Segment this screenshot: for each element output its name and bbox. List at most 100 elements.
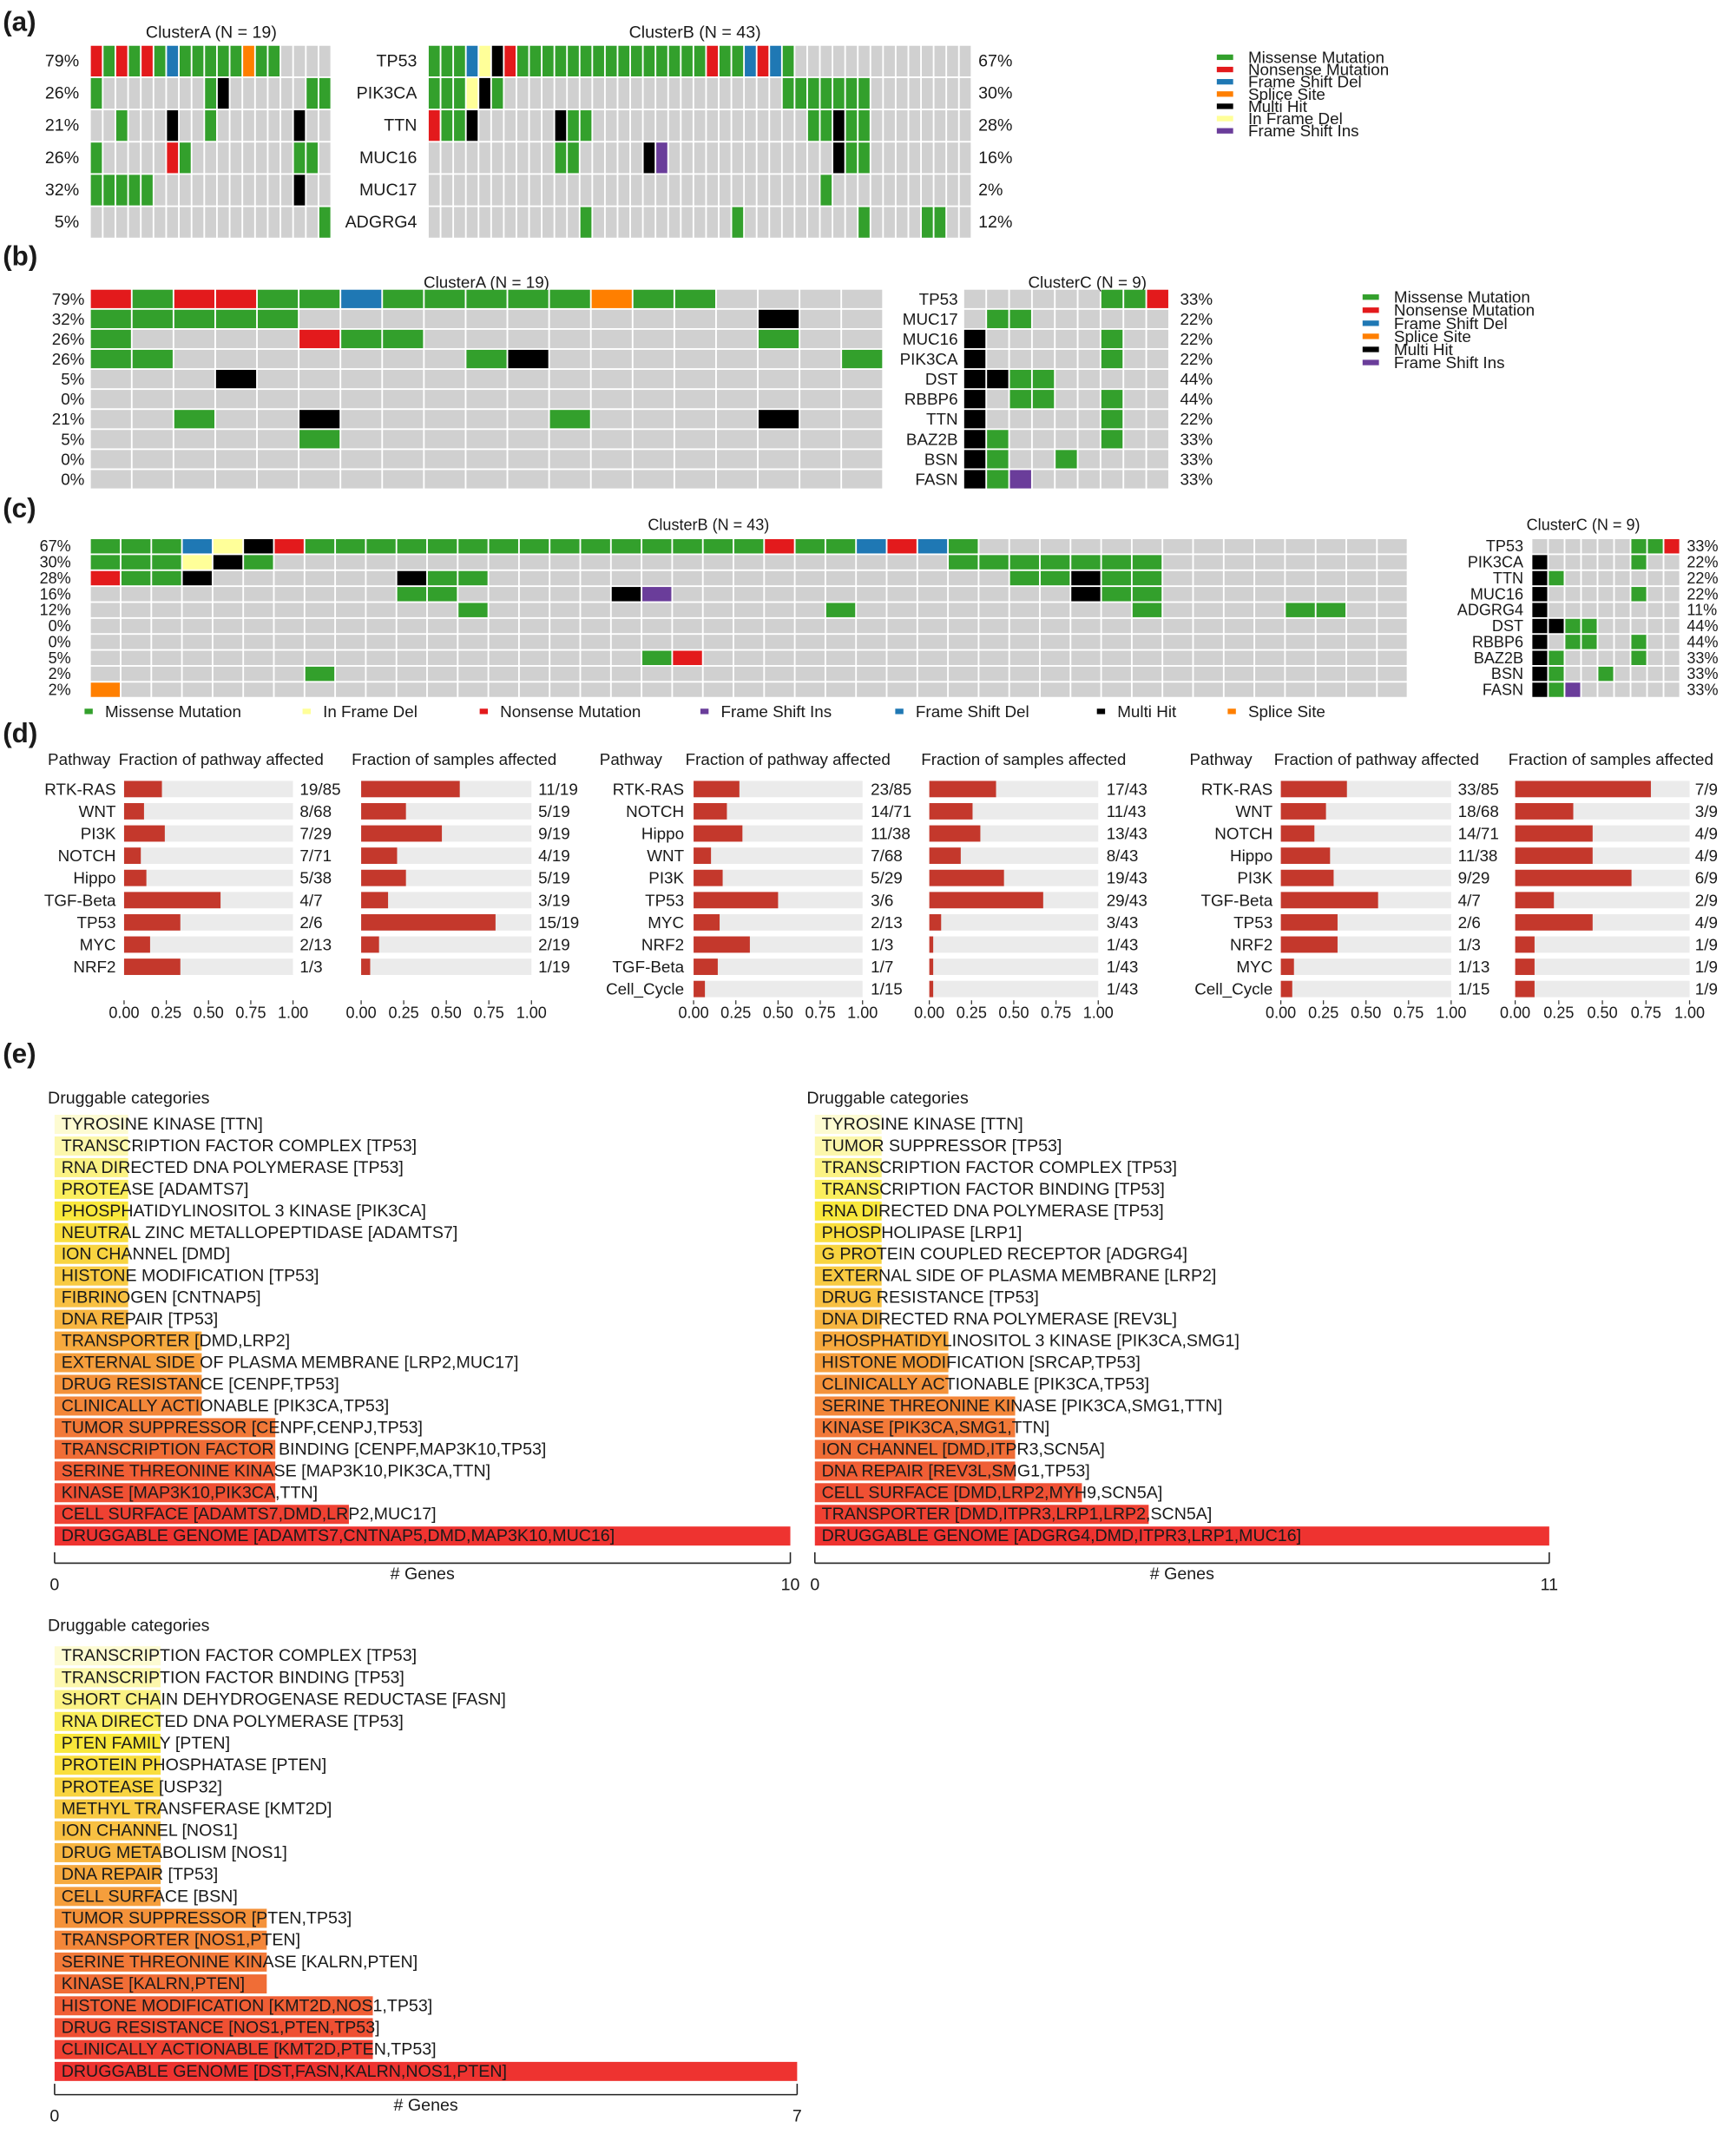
mutation-cell	[1598, 666, 1614, 682]
bar	[814, 1266, 882, 1286]
mutation-cell	[128, 207, 141, 238]
x-axis-label: # Genes	[1150, 1565, 1214, 1584]
mutation-cell	[917, 682, 948, 697]
mutation-cell	[1255, 635, 1285, 649]
mutation-cell	[215, 390, 257, 409]
mutation-cell	[397, 555, 427, 570]
value-label: 2/19	[538, 935, 570, 953]
mutation-cell	[424, 370, 465, 389]
mutation-cell	[397, 666, 427, 682]
mutation-cell	[293, 142, 306, 174]
mutation-cell	[299, 430, 340, 449]
mutation-cell	[555, 110, 567, 142]
mutation-cell	[257, 309, 299, 328]
mutation-cell	[745, 110, 756, 142]
x-tick-label: 0.50	[1588, 1004, 1618, 1021]
category-label: PROTEASE [USP32]	[62, 1777, 222, 1796]
category-label: DRUG RESISTANCE [NOS1,PTEN,TP53]	[62, 2018, 380, 2037]
category-label: KINASE [MAP3K10,PIK3CA,TTN]	[62, 1483, 318, 1502]
mutation-cell	[454, 45, 465, 77]
mutation-cell	[1071, 666, 1101, 682]
mutation-cell	[90, 587, 121, 602]
legend-label: Frame Shift Del	[916, 702, 1029, 721]
mutation-cell	[668, 207, 681, 238]
mutation-cell	[673, 570, 702, 586]
mutation-cell	[121, 538, 151, 554]
mutation-cell	[605, 77, 617, 109]
mutation-cell	[489, 555, 518, 570]
mutation-cell	[115, 207, 128, 238]
bar-track	[929, 847, 1099, 865]
mutation-cell	[1316, 570, 1346, 586]
percent-label: 0%	[49, 617, 71, 635]
mutation-cell	[1598, 682, 1614, 697]
mutation-cell	[1009, 329, 1031, 349]
mutation-cell	[154, 110, 166, 142]
mutation-cell	[141, 142, 153, 174]
mutation-cell	[842, 390, 883, 409]
mutation-cell	[580, 77, 592, 109]
mutation-cell	[1255, 650, 1285, 666]
mutation-cell	[1631, 587, 1647, 602]
bar	[54, 1865, 161, 1885]
mutation-cell	[504, 77, 516, 109]
mutation-cell	[90, 666, 121, 682]
mutation-cell	[979, 555, 1009, 570]
mutation-cell	[305, 570, 335, 586]
mutation-cell	[529, 45, 542, 77]
mutation-cell	[758, 329, 799, 349]
bar-track	[361, 959, 532, 975]
mutation-cell	[182, 682, 212, 697]
mutation-cell	[800, 430, 841, 449]
column-header: Fraction of pathway affected	[686, 750, 891, 768]
mutation-cell	[681, 207, 693, 238]
mutation-cell	[274, 618, 304, 634]
mutation-cell	[857, 570, 886, 586]
mutation-cell	[842, 289, 883, 308]
mutation-cell	[1132, 618, 1162, 634]
pathway-label: Hippo	[641, 825, 684, 843]
mutation-cell	[611, 650, 641, 666]
mutation-cell	[884, 77, 895, 109]
mutation-cell	[1565, 587, 1581, 602]
mutation-cell	[896, 77, 908, 109]
bar	[929, 869, 1004, 886]
value-label: 2/6	[299, 913, 322, 932]
mutation-cell	[703, 666, 733, 682]
mutation-cell	[733, 603, 764, 617]
mutation-cell	[857, 682, 886, 697]
bar-track	[123, 781, 293, 798]
category-label: PTEN FAMILY [PTEN]	[62, 1734, 230, 1753]
mutation-cell	[504, 207, 516, 238]
mutation-cell	[1124, 430, 1146, 449]
value-label: 8/43	[1107, 847, 1139, 865]
mutation-cell	[243, 142, 254, 174]
mutation-cell	[1581, 650, 1597, 666]
percent-label: 22%	[1687, 585, 1718, 603]
pathway-label: TGF-Beta	[1201, 891, 1273, 909]
category-label: KINASE [KALRN,PTEN]	[62, 1974, 245, 1993]
mutation-cell	[257, 470, 299, 489]
mutation-cell	[1009, 390, 1031, 409]
x-tick-label: 0	[49, 2107, 59, 2126]
mutation-cell	[306, 77, 318, 109]
mutation-cell	[1194, 603, 1223, 617]
mutation-cell	[1631, 682, 1647, 697]
percent-label: 33%	[1180, 430, 1213, 448]
value-label: 33/85	[1458, 780, 1499, 798]
mutation-cell	[800, 329, 841, 349]
mutation-cell	[1631, 538, 1647, 554]
mutation-cell	[1647, 650, 1663, 666]
mutation-cell	[268, 77, 280, 109]
mutation-cell	[1581, 666, 1597, 682]
value-label: 23/85	[871, 780, 911, 798]
mutation-cell	[1255, 666, 1285, 682]
mutation-cell	[1009, 538, 1040, 554]
percent-label: 0%	[61, 450, 84, 468]
mutation-cell	[887, 635, 917, 649]
mutation-cell	[757, 207, 769, 238]
mutation-cell	[833, 175, 845, 206]
mutation-cell	[550, 603, 580, 617]
mutation-cell	[842, 329, 883, 349]
mutation-cell	[542, 45, 554, 77]
